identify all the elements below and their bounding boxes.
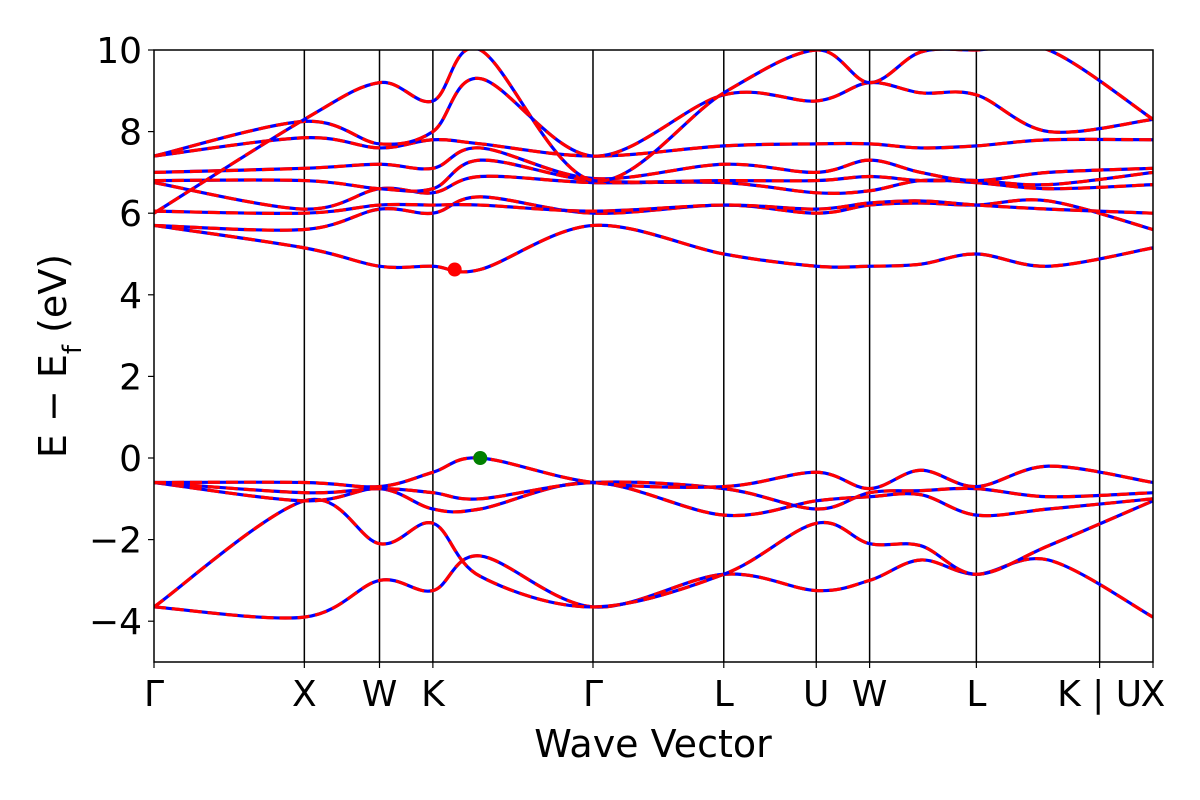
y-axis-title-main: E − E [31,354,75,458]
y-tick-label: 2 [119,357,142,398]
plot-frame [153,49,1154,663]
x-tick-label: W [362,674,398,715]
band-line-red [154,497,1153,609]
x-tick-label: W [852,674,888,715]
x-tick-label: K | U [1057,674,1142,715]
y-tick-label: 6 [119,194,142,235]
band-line-blue [154,456,1153,491]
y-axis-title-unit: (eV) [31,254,75,345]
band-line-red [154,480,1153,518]
y-tick-label: 4 [119,276,142,317]
band-line-red [154,199,1153,216]
x-tick-label: K [421,674,446,715]
y-axis-title: E − Ef (eV) [31,254,88,458]
y-tick-label: 8 [119,113,142,154]
band-line-red [154,136,1153,158]
y-axis-title-sub: f [58,344,88,354]
y-tick-label: −2 [89,521,142,562]
x-axis-title: Wave Vector [534,722,772,766]
band-line-red [154,146,1153,183]
x-tick-label: U [803,674,829,715]
x-tick-label: L [966,674,986,715]
x-tick-label: L [714,674,734,715]
cbm-marker [447,262,462,277]
band-line-red [154,76,1153,158]
y-tick-label: 0 [119,439,142,480]
x-tick-label: X [1141,674,1166,715]
x-tick-label: Γ [144,674,164,715]
x-tick-label: X [292,674,317,715]
vbm-marker [473,451,488,465]
y-tick-label: −4 [89,602,142,643]
x-tick-label: Γ [583,674,603,715]
y-tick-label: 10 [96,31,142,72]
band-line-red [154,223,1153,274]
